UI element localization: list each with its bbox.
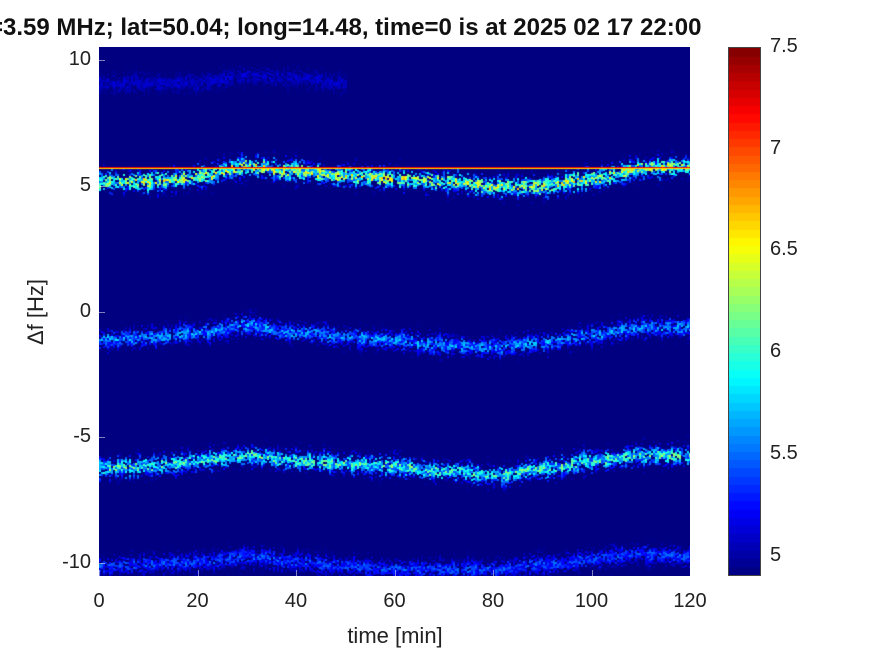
x-tick-mark — [394, 570, 396, 576]
colorbar-tick-label: 5.5 — [770, 441, 798, 464]
spectrogram-heatmap — [99, 47, 690, 576]
x-tick-label: 40 — [284, 590, 308, 612]
x-axis-label: time [min] — [347, 623, 443, 648]
colorbar — [728, 47, 761, 576]
y-tick-mark — [99, 185, 105, 187]
y-tick-label: 0 — [79, 299, 91, 322]
spectrogram-plot-area — [99, 47, 690, 576]
x-tick-mark — [493, 570, 494, 576]
y-tick-mark — [99, 563, 105, 565]
x-tick-mark — [99, 570, 100, 576]
y-tick-mark — [99, 311, 105, 313]
colorbar-gradient — [729, 48, 760, 575]
x-tick-mark — [690, 570, 691, 576]
y-tick-mark — [99, 437, 105, 439]
x-tick-label: 100 — [574, 590, 609, 612]
y-tick-label: 10 — [68, 47, 91, 70]
colorbar-tick-label: 6.5 — [770, 238, 798, 261]
x-tick-mark — [591, 570, 593, 576]
colorbar-tick-label: 7 — [770, 136, 782, 159]
y-tick-mark — [99, 59, 105, 61]
colorbar-tick-label: 5 — [770, 543, 782, 566]
y-tick-label: -5 — [73, 425, 91, 448]
x-tick-label: 60 — [383, 590, 406, 612]
y-tick-label: 5 — [79, 173, 91, 196]
x-tick-mark — [296, 570, 297, 576]
x-tick-label: 0 — [93, 590, 105, 612]
x-tick-label: 80 — [481, 590, 505, 612]
x-tick-mark — [197, 570, 199, 576]
chart-title: =3.59 MHz; lat=50.04; long=14.48, time=0… — [0, 14, 702, 41]
colorbar-tick-label: 7.5 — [770, 35, 798, 57]
y-axis-label: Δf [Hz] — [23, 278, 48, 346]
x-tick-label: 20 — [186, 590, 209, 612]
y-tick-label: -10 — [62, 551, 91, 574]
x-tick-label: 120 — [673, 590, 707, 612]
colorbar-tick-label: 6 — [770, 340, 782, 363]
